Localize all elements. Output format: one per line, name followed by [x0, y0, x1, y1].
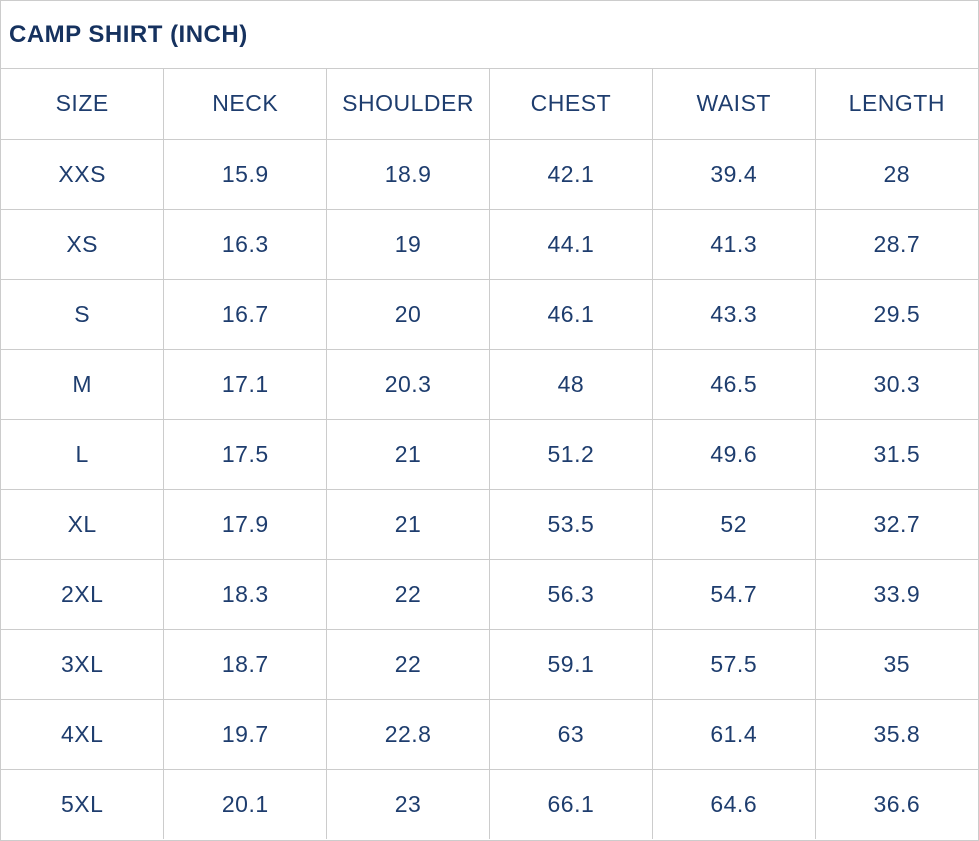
size-label-cell: 2XL — [1, 559, 165, 630]
measurement-cell: 17.1 — [163, 349, 328, 420]
measurement-cell: 33.9 — [815, 559, 978, 630]
measurement-cell: 16.3 — [163, 209, 328, 280]
size-label-cell: 4XL — [1, 699, 165, 770]
measurement-cell: 52 — [652, 489, 816, 560]
measurement-cell: 46.5 — [652, 349, 816, 420]
measurement-cell: 48 — [489, 349, 653, 420]
measurement-cell: 20 — [326, 279, 490, 350]
table-row: S 16.7 20 46.1 43.3 29.5 — [1, 279, 978, 350]
measurement-cell: 35 — [815, 629, 978, 700]
measurement-cell: 32.7 — [815, 489, 978, 560]
column-header-shoulder: SHOULDER — [326, 69, 490, 140]
table-row: L 17.5 21 51.2 49.6 31.5 — [1, 419, 978, 490]
measurement-cell: 18.3 — [163, 559, 328, 630]
measurement-cell: 30.3 — [815, 349, 978, 420]
measurement-cell: 28.7 — [815, 209, 978, 280]
measurement-cell: 16.7 — [163, 279, 328, 350]
measurement-cell: 63 — [489, 699, 653, 770]
measurement-cell: 23 — [326, 769, 490, 839]
table-row: XS 16.3 19 44.1 41.3 28.7 — [1, 209, 978, 280]
size-chart-table: SIZE NECK SHOULDER CHEST WAIST LENGTH XXS 15.9… — [1, 69, 978, 839]
table-row: 2XL 18.3 22 56.3 54.7 33.9 — [1, 559, 978, 630]
table-body: XXS 15.9 18.9 42.1 39.4 28 XS 16.3 19 44.1 41.3 28.… — [1, 139, 978, 839]
measurement-cell: 31.5 — [815, 419, 978, 490]
column-header-size: SIZE — [1, 69, 165, 140]
column-header-length: LENGTH — [815, 69, 978, 140]
measurement-cell: 54.7 — [652, 559, 816, 630]
measurement-cell: 18.9 — [326, 139, 490, 210]
measurement-cell: 57.5 — [652, 629, 816, 700]
size-label-cell: 3XL — [1, 629, 165, 700]
measurement-cell: 61.4 — [652, 699, 816, 770]
measurement-cell: 21 — [326, 419, 490, 490]
size-label-cell: M — [1, 349, 165, 420]
measurement-cell: 28 — [815, 139, 978, 210]
table-row: 3XL 18.7 22 59.1 57.5 35 — [1, 629, 978, 700]
measurement-cell: 66.1 — [489, 769, 653, 839]
column-header-chest: CHEST — [489, 69, 653, 140]
table-row: XXS 15.9 18.9 42.1 39.4 28 — [1, 139, 978, 210]
measurement-cell: 22 — [326, 559, 490, 630]
measurement-cell: 53.5 — [489, 489, 653, 560]
table-row: 5XL 20.1 23 66.1 64.6 36.6 — [1, 769, 978, 839]
measurement-cell: 43.3 — [652, 279, 816, 350]
measurement-cell: 64.6 — [652, 769, 816, 839]
measurement-cell: 42.1 — [489, 139, 653, 210]
size-label-cell: 5XL — [1, 769, 165, 839]
measurement-cell: 59.1 — [489, 629, 653, 700]
size-label-cell: XL — [1, 489, 165, 560]
table-row: 4XL 19.7 22.8 63 61.4 35.8 — [1, 699, 978, 770]
measurement-cell: 46.1 — [489, 279, 653, 350]
measurement-cell: 22 — [326, 629, 490, 700]
size-label-cell: XXS — [1, 139, 165, 210]
table-row: M 17.1 20.3 48 46.5 30.3 — [1, 349, 978, 420]
measurement-cell: 56.3 — [489, 559, 653, 630]
measurement-cell: 20.1 — [163, 769, 328, 839]
table-row: XL 17.9 21 53.5 52 32.7 — [1, 489, 978, 560]
size-label-cell: XS — [1, 209, 165, 280]
measurement-cell: 21 — [326, 489, 490, 560]
measurement-cell: 20.3 — [326, 349, 490, 420]
size-chart-title: CAMP SHIRT (INCH) — [1, 1, 978, 69]
table-header: SIZE NECK SHOULDER CHEST WAIST LENGTH — [1, 69, 978, 140]
measurement-cell: 29.5 — [815, 279, 978, 350]
column-header-neck: NECK — [163, 69, 328, 140]
size-label-cell: L — [1, 419, 165, 490]
measurement-cell: 19 — [326, 209, 490, 280]
header-row: SIZE NECK SHOULDER CHEST WAIST LENGTH — [1, 69, 978, 140]
measurement-cell: 19.7 — [163, 699, 328, 770]
measurement-cell: 41.3 — [652, 209, 816, 280]
size-label-cell: S — [1, 279, 165, 350]
column-header-waist: WAIST — [652, 69, 816, 140]
measurement-cell: 17.5 — [163, 419, 328, 490]
measurement-cell: 51.2 — [489, 419, 653, 490]
measurement-cell: 17.9 — [163, 489, 328, 560]
measurement-cell: 39.4 — [652, 139, 816, 210]
measurement-cell: 22.8 — [326, 699, 490, 770]
measurement-cell: 35.8 — [815, 699, 978, 770]
measurement-cell: 49.6 — [652, 419, 816, 490]
measurement-cell: 15.9 — [163, 139, 328, 210]
measurement-cell: 18.7 — [163, 629, 328, 700]
measurement-cell: 44.1 — [489, 209, 653, 280]
measurement-cell: 36.6 — [873, 790, 921, 817]
